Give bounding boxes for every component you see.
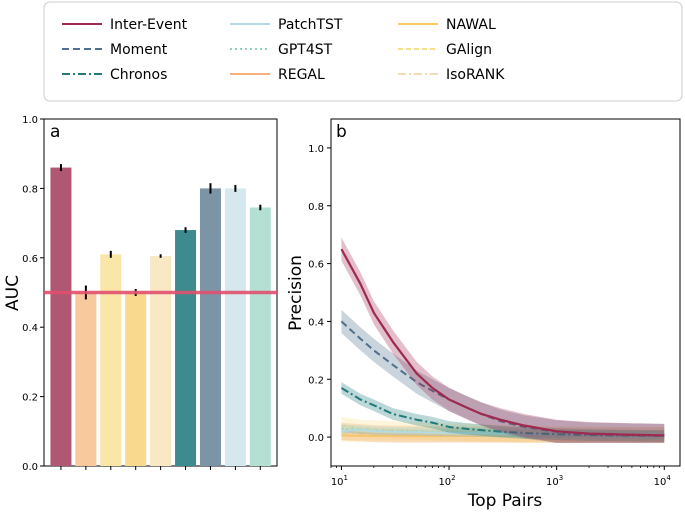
panel-b-ylabel: Precision (286, 255, 306, 331)
y-tick-label: 0.6 (22, 254, 38, 265)
bar-isorank: IsoRANK (150, 256, 172, 466)
x-tick-label: 102 (438, 474, 455, 488)
bar-moment: Moment (199, 188, 221, 466)
series-inter-event (340, 237, 665, 443)
legend-item-isorank: IsoRANK (398, 67, 505, 83)
legend-item-galign: GAlign (398, 42, 492, 58)
panel-b: 0.0 0.2 0.4 0.6 0.8 1.0 101 102 103 104 b Precisi… (286, 118, 681, 511)
legend-item-chronos: Chronos (62, 67, 167, 83)
bar-galign: GAlign (100, 254, 122, 466)
legend-item-moment: Moment (62, 42, 168, 58)
legend-label: Moment (110, 42, 168, 58)
legend-item-nawal: NAWAL (398, 17, 496, 33)
x-tick-label: 103 (546, 474, 563, 488)
legend-label: IsoRANK (446, 67, 505, 83)
panel-b-frame (330, 118, 681, 467)
legend-label: REGAL (278, 67, 325, 83)
band-moment (341, 309, 665, 443)
y-tick-label: 0.4 (22, 323, 38, 334)
bar-chronos: Chronos (175, 230, 197, 466)
legend-label: PatchTST (278, 17, 343, 33)
y-tick-label: 1.0 (308, 144, 324, 155)
x-tick-label: 101 (331, 474, 348, 488)
legend-label: NAWAL (446, 17, 496, 33)
legend-item-gpt4st: GPT4ST (230, 42, 333, 58)
bar-regal: REGAL (75, 292, 97, 466)
y-tick-label: 0.6 (308, 260, 324, 271)
line-inter-event (340, 248, 665, 437)
panel-b-xlabel: Top Pairs (467, 491, 543, 511)
panel-a: Inter-EventREGALGAlignNAWALIsoRANKChrono… (3, 115, 278, 473)
x-tick-label: 104 (654, 474, 672, 488)
y-tick-label: 0.2 (22, 393, 38, 404)
y-tick-label: 0.0 (22, 462, 38, 473)
y-tick-label: 0.4 (308, 317, 324, 328)
line-chronos (340, 387, 665, 437)
band-gpt4st (341, 424, 665, 440)
y-tick-label: 0.8 (308, 202, 324, 213)
y-tick-label: 0.2 (308, 375, 324, 386)
legend: Inter-Event Moment Chronos PatchTST GPT4ST RE… (43, 1, 683, 102)
bar-nawal: NAWAL (125, 292, 147, 466)
y-tick-label: 0.8 (22, 184, 38, 195)
y-tick-label: 1.0 (22, 115, 38, 126)
line-regal (341, 430, 665, 437)
bar-inter-event: Inter-Event (50, 167, 72, 466)
legend-label: Chronos (110, 67, 167, 83)
legend-label: GPT4ST (278, 42, 333, 58)
legend-box (43, 1, 683, 102)
panel-b-label: b (336, 122, 347, 142)
panel-a-label: a (50, 122, 60, 142)
legend-item-inter-event: Inter-Event (62, 17, 188, 33)
bar-patchtst: PatchTST (224, 188, 246, 466)
y-tick-label: 0.0 (308, 433, 324, 444)
bar-gpt4st: GPT4ST (249, 207, 271, 467)
legend-item-patchtst: PatchTST (230, 17, 343, 33)
legend-label: GAlign (446, 42, 492, 58)
legend-item-regal: REGAL (230, 67, 325, 83)
panel-a-ylabel: AUC (3, 275, 23, 311)
legend-label: Inter-Event (110, 17, 188, 33)
